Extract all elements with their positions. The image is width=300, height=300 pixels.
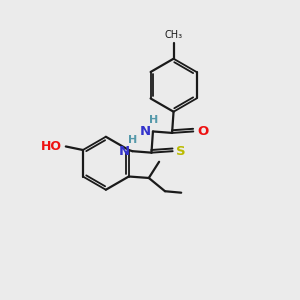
Text: HO: HO xyxy=(41,140,62,153)
Text: H: H xyxy=(149,115,158,125)
Text: S: S xyxy=(176,145,186,158)
Text: H: H xyxy=(128,135,137,145)
Text: N: N xyxy=(119,145,130,158)
Text: N: N xyxy=(140,125,151,138)
Text: O: O xyxy=(197,125,209,138)
Text: CH₃: CH₃ xyxy=(164,30,183,40)
